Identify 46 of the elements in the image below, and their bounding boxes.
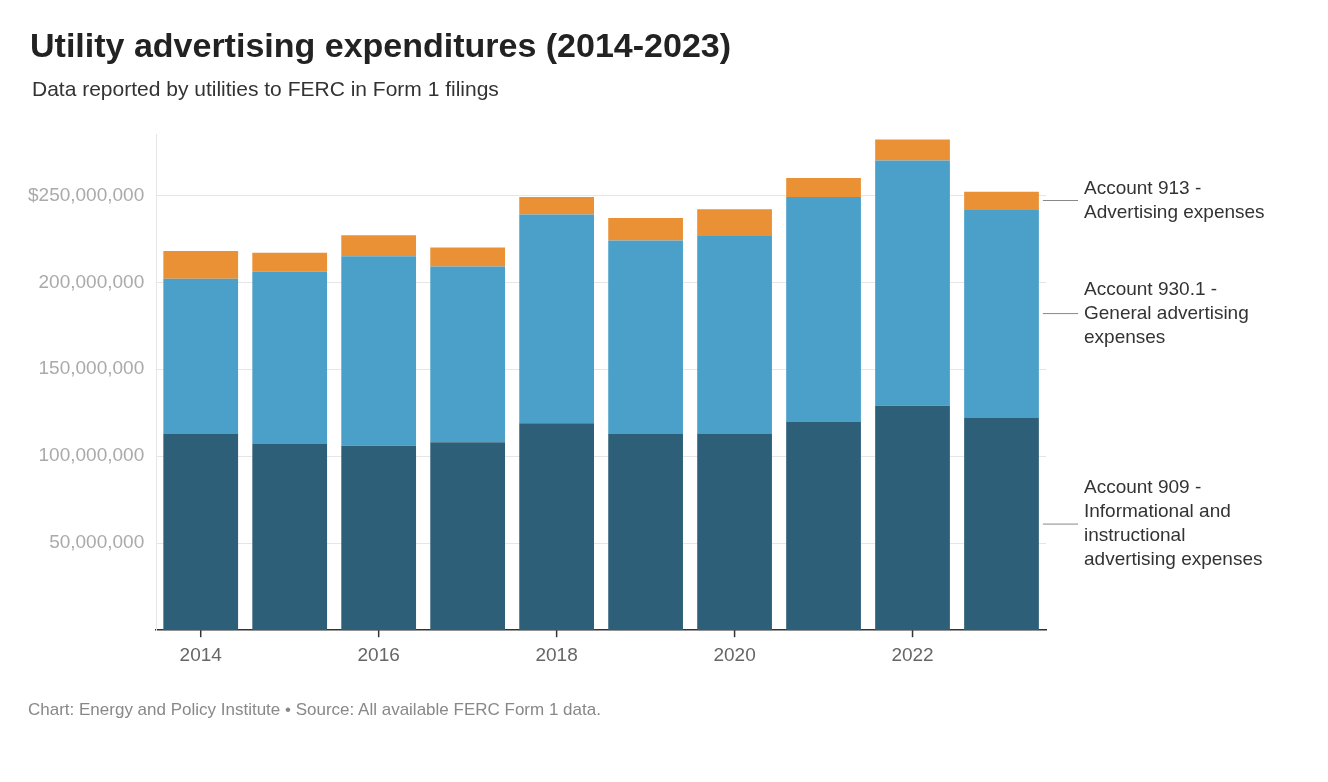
bar (875, 160, 950, 406)
bar (341, 445, 417, 631)
y-tick-label: 100,000,000 (38, 444, 145, 466)
x-tick-label: 2016 (357, 643, 400, 665)
y-tick-label: 50,000,000 (49, 531, 145, 553)
bar (519, 197, 594, 215)
bar (430, 266, 506, 443)
x-tick-label: 2022 (891, 643, 934, 665)
bar (875, 405, 950, 631)
bar (430, 247, 506, 267)
y-tick-label: 200,000,000 (38, 270, 145, 292)
bar (964, 209, 1039, 418)
bar (697, 433, 772, 631)
bar (519, 423, 594, 631)
bar (875, 139, 950, 161)
bar (252, 444, 328, 631)
bar (697, 235, 772, 434)
text: Account 909 - Informational and instructional advertising expenses (1084, 476, 1263, 570)
text: Account 913 - Advertising expenses (1084, 176, 1265, 222)
chart-subtitle: Data reported by utilities to FERC in Form 1 filings (31, 76, 500, 101)
bar (608, 433, 683, 631)
bar (163, 433, 239, 631)
bar (252, 252, 328, 272)
bar (341, 235, 417, 257)
bar (786, 421, 861, 631)
x-tick-label: 2014 (179, 643, 223, 665)
bar (697, 209, 772, 236)
bar (964, 191, 1039, 210)
bar (608, 217, 683, 241)
bar (163, 278, 239, 434)
bar (964, 417, 1039, 631)
x-tick-label: 2018 (535, 643, 578, 665)
bar (786, 177, 861, 198)
bar (519, 214, 594, 424)
text: Chart: Energy and Policy Institute • Source: All available FERC Form 1 data. (27, 699, 602, 721)
bar (341, 256, 417, 446)
bar (252, 271, 328, 445)
chart-title: Utility advertising expenditures (2014-2023) (29, 25, 733, 65)
bar (430, 442, 506, 631)
y-tick-label: $250,000,000 (27, 183, 145, 205)
bar (608, 240, 683, 434)
text: Account 930.1 - General advertising expenses (1084, 277, 1249, 347)
bar (786, 197, 861, 422)
y-tick-label: 150,000,000 (38, 357, 145, 379)
x-tick-label: 2020 (713, 643, 756, 665)
bar (163, 250, 239, 279)
